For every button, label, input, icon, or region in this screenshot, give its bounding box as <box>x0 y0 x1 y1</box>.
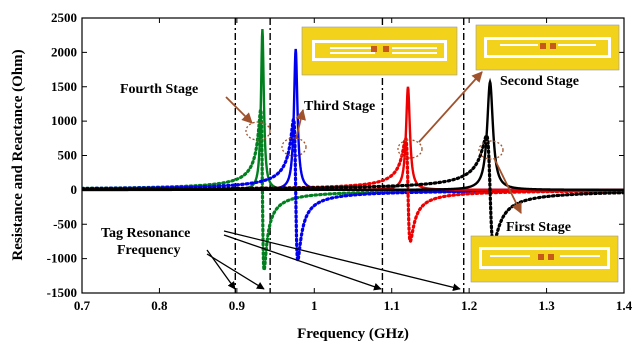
y-axis-label: Resistance and Reactance (Ohm) <box>10 49 26 260</box>
tag-resonance-arrows <box>206 230 461 292</box>
label-tag-resonance: Tag Resonance <box>101 226 190 241</box>
curves <box>82 28 624 274</box>
ellipse-third <box>281 137 307 157</box>
x-tick-label: 1.1 <box>384 298 400 313</box>
y-tick-label: -500 <box>53 216 77 231</box>
x-tick-label: 1.4 <box>616 298 633 313</box>
y-tick-label: 1000 <box>51 113 77 128</box>
y-tick-label: 2500 <box>51 10 77 25</box>
ellipse-second <box>397 139 423 159</box>
arrow-third <box>295 108 306 140</box>
y-tick-label: -1000 <box>47 251 77 266</box>
arrow-fourth <box>225 96 253 124</box>
x-tick-label: 1.2 <box>461 298 477 313</box>
inset-fourth-third-tag <box>301 26 458 76</box>
series-reactance <box>82 133 624 247</box>
inset-second-tag <box>475 24 620 71</box>
label-frequency: Frequency <box>117 243 181 258</box>
label-fourth-stage: Fourth Stage <box>120 82 198 97</box>
x-axis-label: Frequency (GHz) <box>297 326 409 342</box>
x-tick-label: 1 <box>311 298 318 313</box>
x-tick-label: 0.7 <box>74 298 91 313</box>
arrow-second <box>418 71 483 143</box>
stage-arrows <box>225 71 522 214</box>
x-tick-label: 1.3 <box>538 298 555 313</box>
ellipse-first <box>478 140 504 160</box>
label-second-stage: Second Stage <box>500 74 579 89</box>
y-tick-label: -1500 <box>47 285 77 300</box>
arrow-first <box>493 157 522 214</box>
y-axis-ticks: 2500 2000 1500 1000 500 0 -500 -1000 -1500 <box>47 10 624 300</box>
y-tick-label: 1500 <box>51 79 77 94</box>
y-tick-label: 2000 <box>51 44 77 59</box>
x-tick-label: 0.9 <box>229 298 246 313</box>
y-tick-label: 500 <box>58 148 78 163</box>
x-tick-label: 0.8 <box>151 298 168 313</box>
label-first-stage: First Stage <box>506 220 571 235</box>
ellipse-fourth <box>245 121 271 141</box>
highlight-ellipses <box>245 121 504 160</box>
inset-first-tag <box>470 235 619 283</box>
label-third-stage: Third Stage <box>304 99 375 114</box>
y-tick-label: 0 <box>71 182 78 197</box>
x-axis-ticks: 0.7 0.8 0.9 1 1.1 1.2 1.3 1.4 <box>74 18 633 313</box>
